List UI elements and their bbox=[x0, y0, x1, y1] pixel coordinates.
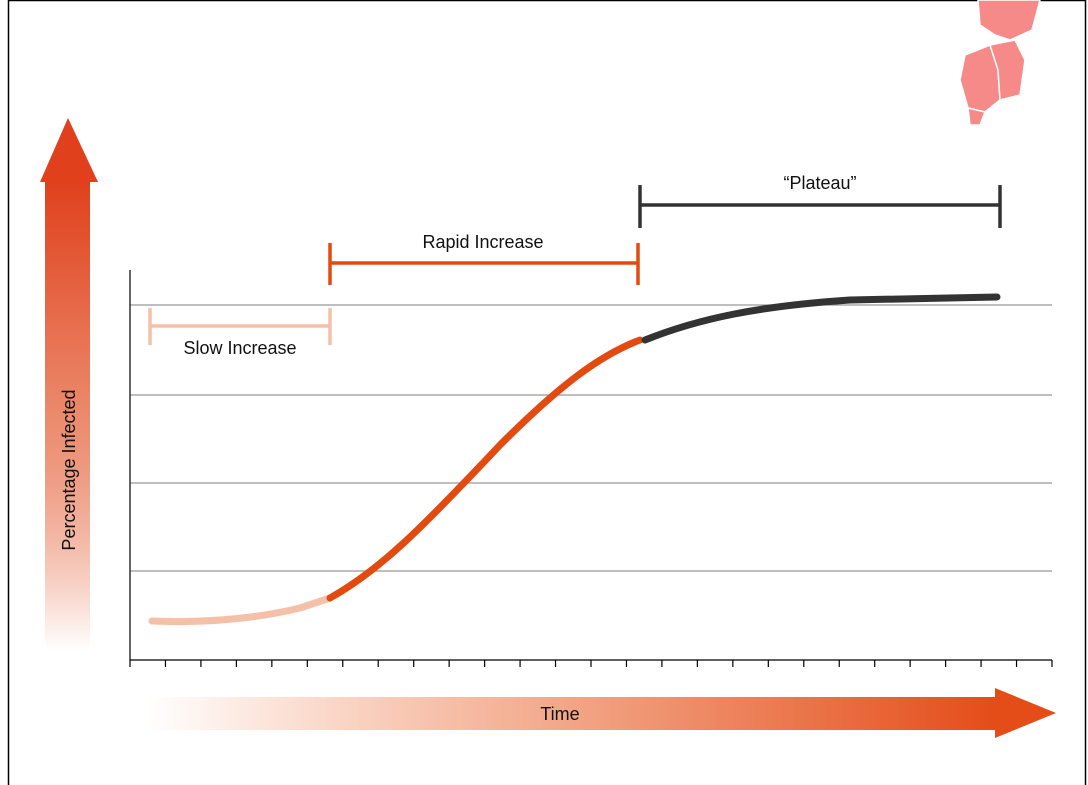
phase-label: Slow Increase bbox=[183, 338, 296, 358]
y-arrow-head bbox=[40, 118, 98, 182]
y-axis-label: Percentage Infected bbox=[59, 389, 79, 550]
phase-label: “Plateau” bbox=[783, 173, 856, 193]
y-arrow bbox=[45, 180, 90, 650]
x-arrow bbox=[148, 697, 998, 730]
x-arrow-head bbox=[995, 688, 1056, 738]
grid bbox=[130, 304, 1052, 572]
curve bbox=[148, 293, 1001, 626]
map-icon bbox=[959, 0, 1041, 126]
x-axis-label: Time bbox=[540, 704, 579, 724]
frame bbox=[7, 0, 1087, 785]
brackets bbox=[148, 185, 1002, 345]
axes bbox=[129, 270, 1053, 667]
phase-label: Rapid Increase bbox=[422, 232, 543, 252]
